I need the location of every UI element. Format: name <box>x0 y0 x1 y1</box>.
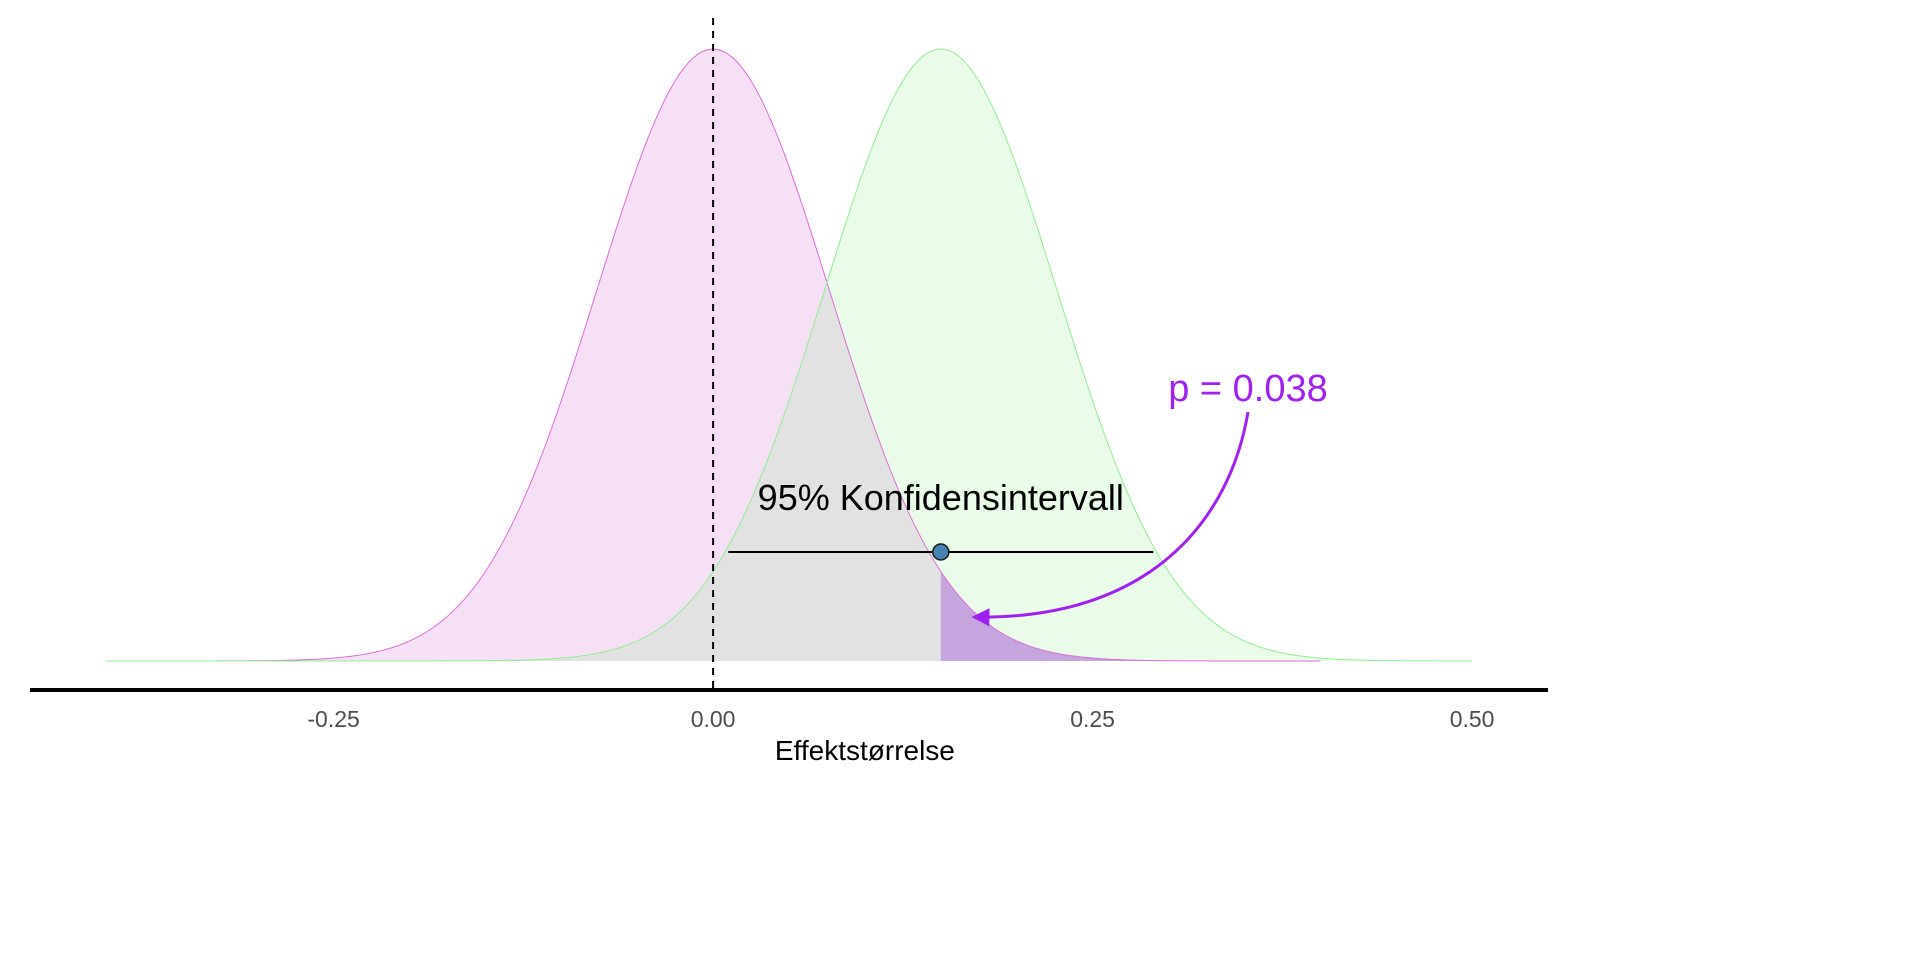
p-value-area <box>940 571 1321 661</box>
x-tick-label: -0.25 <box>307 706 359 732</box>
p-value-arrow <box>971 411 1250 627</box>
null-distribution-area <box>105 49 1321 661</box>
overlap-area <box>105 287 1321 661</box>
x-tick-label: 0.25 <box>1070 706 1115 732</box>
x-tick-label: 0.00 <box>691 706 736 732</box>
x-tick-label: 0.50 <box>1450 706 1495 732</box>
x-axis-title: Effektstørrelse <box>775 735 955 766</box>
p-value-label: p = 0.038 <box>1168 368 1328 410</box>
x-axis-ticks: -0.25 0.00 0.25 0.50 <box>307 706 1494 732</box>
alternative-distribution-curve <box>105 48 1473 662</box>
effect-estimate-point <box>932 543 950 561</box>
confidence-interval-label: 95% Konfidensintervall <box>758 477 1124 518</box>
alternative-distribution-area <box>105 49 1473 662</box>
